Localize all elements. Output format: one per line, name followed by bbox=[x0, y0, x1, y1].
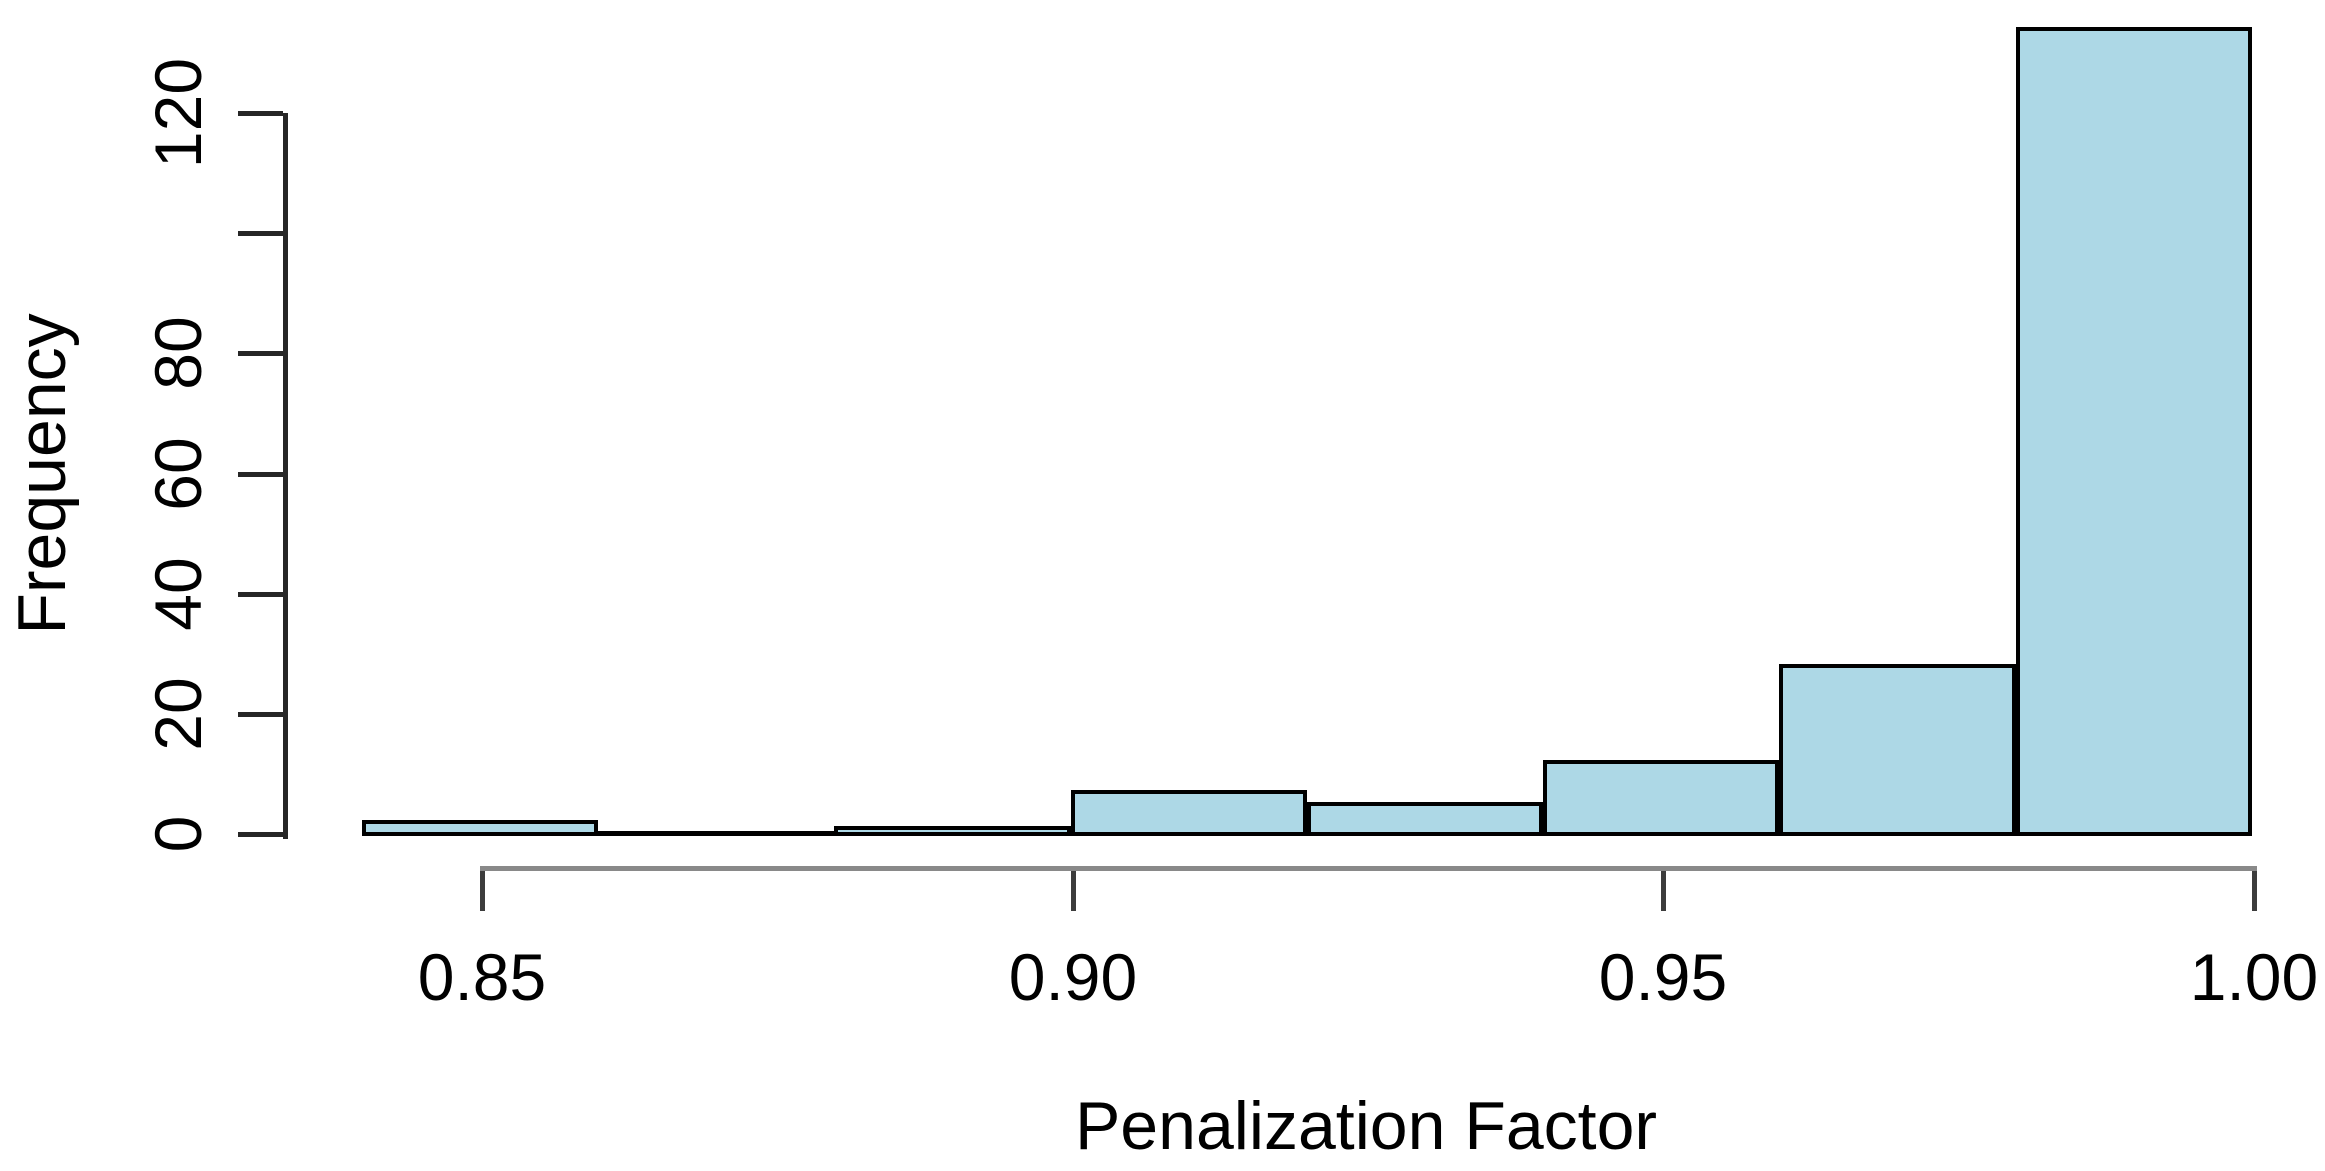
x-axis-tick bbox=[1071, 871, 1076, 911]
x-axis-tick bbox=[1661, 871, 1666, 911]
y-axis-tick-label: 0 bbox=[141, 815, 215, 853]
y-axis-tick-label: 20 bbox=[141, 677, 215, 751]
x-axis-tick-label: 1.00 bbox=[2189, 940, 2319, 1014]
y-axis-tick-label: 60 bbox=[141, 437, 215, 511]
x-axis-tick bbox=[480, 871, 485, 911]
y-axis-tick bbox=[238, 231, 283, 236]
y-axis-tick bbox=[238, 712, 283, 717]
y-axis-tick-label: 120 bbox=[141, 57, 215, 169]
x-axis-tick-label: 0.90 bbox=[1008, 940, 1138, 1014]
histogram-bar bbox=[1307, 802, 1543, 836]
x-axis-tick bbox=[2252, 871, 2257, 911]
x-axis-line bbox=[480, 866, 2257, 871]
histogram-bar bbox=[2016, 27, 2252, 836]
y-axis-tick bbox=[238, 351, 283, 356]
histogram-bar bbox=[362, 820, 598, 836]
histogram-bar bbox=[1779, 664, 2016, 836]
y-axis-tick-label: 80 bbox=[141, 316, 215, 390]
x-axis-tick-label: 0.85 bbox=[417, 940, 547, 1014]
y-axis-line bbox=[283, 113, 288, 839]
histogram-bar bbox=[834, 826, 1071, 836]
y-axis-tick-label: 40 bbox=[141, 557, 215, 631]
x-axis-title: Penalization Factor bbox=[1074, 1088, 1658, 1164]
histogram-bar bbox=[1071, 790, 1307, 836]
x-axis-tick-label: 0.95 bbox=[1598, 940, 1728, 1014]
histogram-bar bbox=[1543, 760, 1779, 836]
y-axis-tick bbox=[238, 472, 283, 477]
y-axis-tick bbox=[238, 111, 283, 116]
y-axis-tick bbox=[238, 592, 283, 597]
y-axis-title: Frequency bbox=[4, 313, 80, 635]
y-axis-tick bbox=[238, 832, 283, 837]
